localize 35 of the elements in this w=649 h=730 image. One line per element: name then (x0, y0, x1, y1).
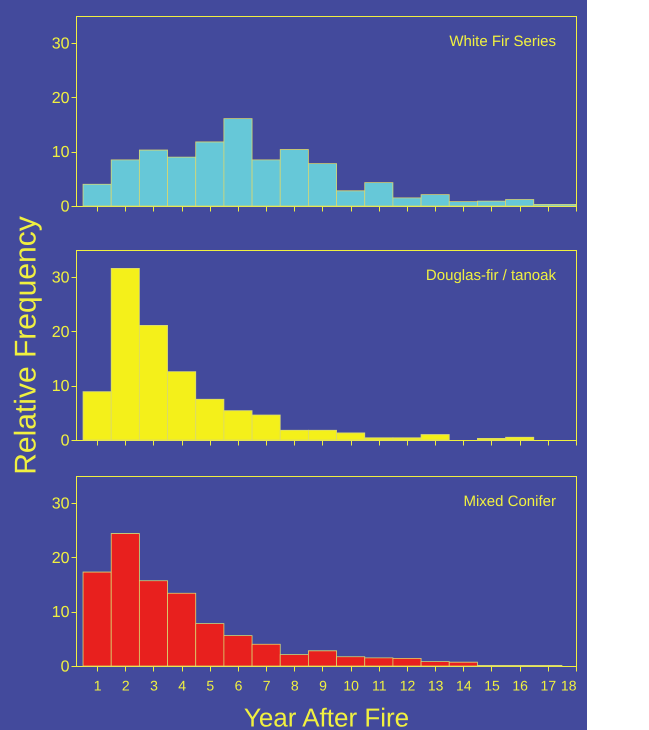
y-tick-label: 0 (60, 658, 70, 676)
y-tick-label: 30 (52, 496, 70, 513)
x-tick-label: 13 (428, 678, 444, 694)
x-tick-label: 15 (484, 678, 500, 694)
x-tick-label: 2 (122, 678, 130, 694)
y-tick-label: 20 (52, 324, 70, 341)
x-tick-label: 3 (150, 678, 158, 694)
x-axis-title: Year After Fire (244, 702, 410, 730)
x-tick-label: 10 (343, 678, 360, 694)
x-tick-label: 1 (94, 678, 102, 694)
y-tick-label: 10 (52, 144, 70, 162)
y-tick-label: 30 (52, 270, 70, 287)
x-tick-label: 18 (560, 678, 577, 694)
y-tick-label: 10 (52, 378, 70, 396)
x-tick-label: 8 (290, 678, 299, 694)
x-tick-label: 12 (400, 678, 416, 694)
x-tick-label: 16 (512, 678, 528, 694)
annotation: White Fir Series (449, 33, 556, 50)
x-tick-label: 9 (319, 678, 328, 694)
annotation: Mixed Conifer (463, 493, 556, 510)
x-tick-label: 5 (206, 678, 214, 694)
y-tick-label: 30 (52, 36, 70, 53)
x-tick-label: 7 (262, 678, 271, 694)
x-tick-label: 14 (456, 678, 472, 694)
y-tick-label: 20 (52, 550, 70, 567)
x-tick-label: 11 (372, 678, 387, 694)
y-tick-label: 0 (60, 432, 70, 450)
x-tick-label: 6 (234, 678, 243, 694)
y-tick-label: 10 (52, 604, 70, 622)
y-tick-label: 20 (52, 90, 70, 107)
y-tick-label: 0 (60, 198, 70, 216)
y-axis-title: Relative Frequency (10, 216, 43, 475)
x-tick-label: 17 (540, 678, 556, 694)
x-tick-label: 4 (178, 678, 186, 694)
annotation: Douglas-fir / tanoak (426, 267, 556, 284)
